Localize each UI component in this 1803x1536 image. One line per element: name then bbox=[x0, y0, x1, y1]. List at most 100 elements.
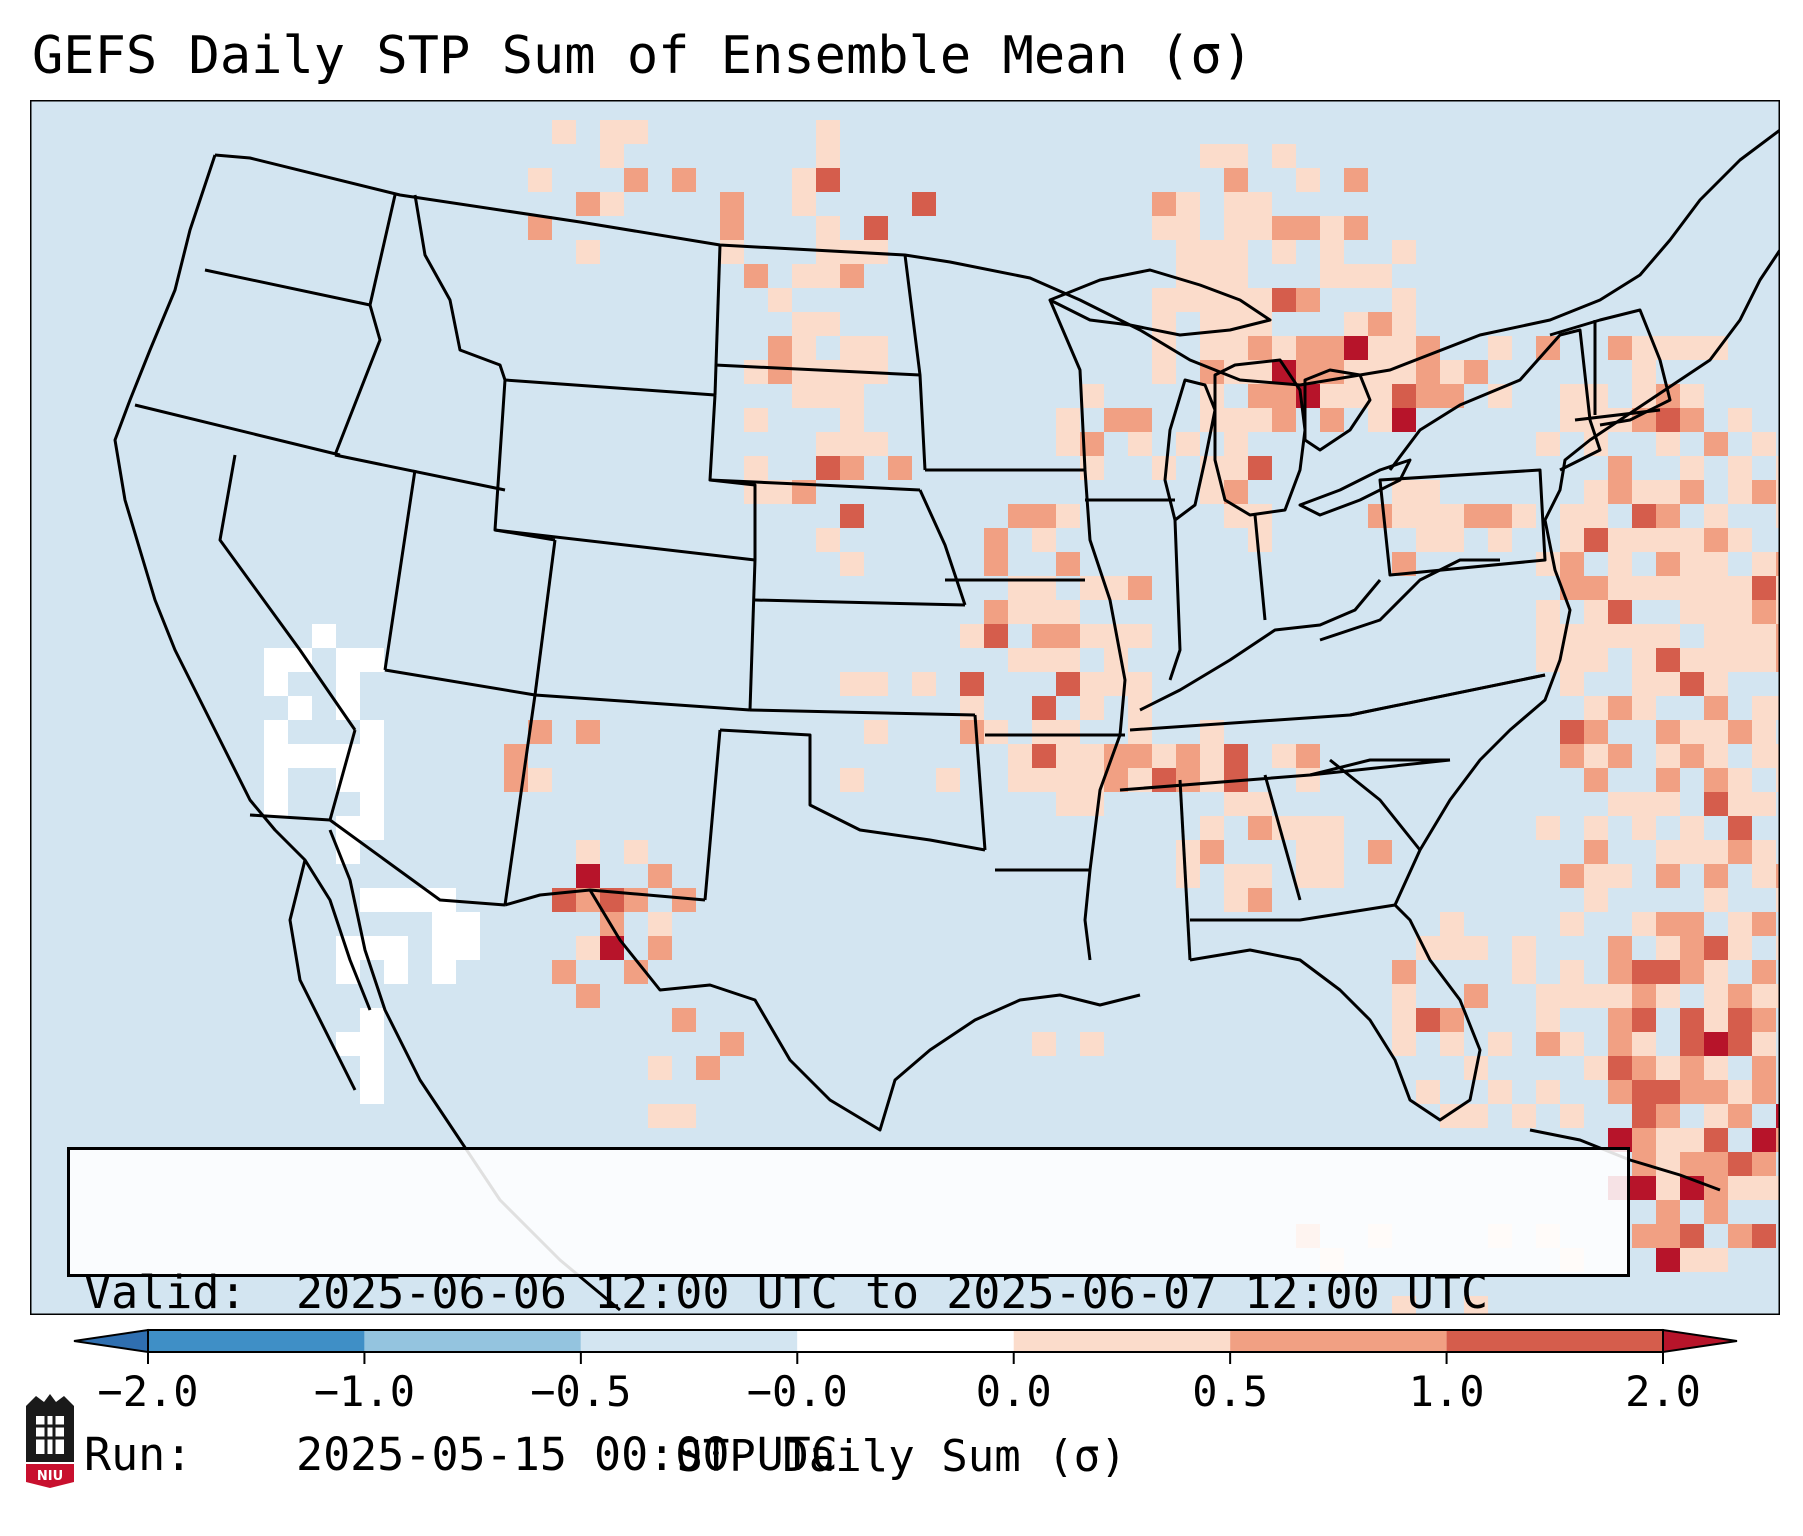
anomaly-cell bbox=[1176, 432, 1200, 456]
anomaly-cell bbox=[1656, 984, 1680, 1008]
ca-nv-border bbox=[218, 454, 357, 731]
anomaly-cell bbox=[1752, 624, 1776, 648]
chart-title: GEFS Daily STP Sum of Ensemble Mean (σ) bbox=[32, 26, 1253, 86]
anomaly-cell bbox=[624, 840, 648, 864]
anomaly-cell bbox=[1176, 240, 1200, 264]
anomaly-cell bbox=[1080, 624, 1104, 648]
anomaly-cell bbox=[1320, 864, 1344, 888]
valid-key: Valid: bbox=[84, 1266, 247, 1319]
anomaly-cell bbox=[1608, 864, 1632, 888]
anomaly-cell bbox=[1632, 672, 1656, 696]
anomaly-cell bbox=[1248, 192, 1272, 216]
anomaly-cell bbox=[720, 192, 744, 216]
anomaly-cell bbox=[744, 264, 768, 288]
florida bbox=[1189, 903, 1482, 1122]
anomaly-cell bbox=[1104, 408, 1128, 432]
anomaly-cell bbox=[624, 120, 648, 144]
anomaly-cell bbox=[1704, 1056, 1728, 1080]
anomaly-cell bbox=[528, 216, 552, 240]
colorbar-frame bbox=[147, 1329, 1664, 1353]
anomaly-cell bbox=[1272, 336, 1296, 360]
colorbar-extend-high bbox=[1662, 1328, 1738, 1354]
new-england bbox=[1549, 308, 1672, 427]
anomaly-cell bbox=[1392, 384, 1416, 408]
anomaly-cell bbox=[1704, 1104, 1728, 1128]
anomaly-cell bbox=[1056, 672, 1080, 696]
valid-value: 2025-06-06 12:00 UTC to 2025-06-07 12:00… bbox=[296, 1266, 1489, 1319]
anomaly-cell bbox=[1608, 528, 1632, 552]
anomaly-cell bbox=[1776, 888, 1780, 912]
anomaly-cell bbox=[1776, 624, 1780, 648]
anomaly-cell bbox=[1392, 408, 1416, 432]
anomaly-cell bbox=[1776, 648, 1780, 672]
anomaly-cell bbox=[1752, 1080, 1776, 1104]
anomaly-cell bbox=[336, 1032, 360, 1056]
ok-east-border bbox=[973, 714, 987, 851]
anomaly-cell bbox=[792, 192, 816, 216]
anomaly-cell bbox=[1632, 1080, 1656, 1104]
state-borders bbox=[113, 128, 1780, 1312]
anomaly-cell bbox=[1056, 624, 1080, 648]
anomaly-cell bbox=[1584, 600, 1608, 624]
anomaly-cell bbox=[744, 456, 768, 480]
anomaly-cell bbox=[1416, 480, 1440, 504]
anomaly-cell bbox=[840, 432, 864, 456]
co-south-border bbox=[534, 693, 751, 712]
anomaly-cell bbox=[1680, 1008, 1704, 1032]
anomaly-cell bbox=[1416, 504, 1440, 528]
anomaly-cell bbox=[1488, 336, 1512, 360]
anomaly-cell bbox=[1608, 1080, 1632, 1104]
anomaly-cell bbox=[1032, 744, 1056, 768]
anomaly-cell bbox=[1128, 624, 1152, 648]
ny-border bbox=[1388, 328, 1602, 472]
anomaly-cell bbox=[1392, 240, 1416, 264]
anomaly-cell bbox=[1224, 480, 1248, 504]
anomaly-cell bbox=[864, 672, 888, 696]
anomaly-cell bbox=[1728, 600, 1752, 624]
anomaly-cell bbox=[816, 120, 840, 144]
anomaly-cell bbox=[1296, 864, 1320, 888]
run-row: Run: 2025-05-15 00:00 UTC bbox=[84, 1428, 1613, 1482]
anomaly-cell bbox=[1632, 1224, 1656, 1248]
anomaly-cell bbox=[1728, 1152, 1752, 1176]
colorbar-segment bbox=[364, 1330, 581, 1352]
anomaly-cell bbox=[984, 600, 1008, 624]
cuba bbox=[1529, 1128, 1721, 1192]
anomaly-cell bbox=[1704, 1080, 1728, 1104]
anomaly-cell bbox=[1752, 648, 1776, 672]
anomaly-cell bbox=[1584, 888, 1608, 912]
anomaly-cell bbox=[1656, 1128, 1680, 1152]
anomaly-cell bbox=[984, 552, 1008, 576]
anomaly-cell bbox=[1752, 1056, 1776, 1080]
anomaly-cell bbox=[1728, 1224, 1752, 1248]
anomaly-cell bbox=[1344, 264, 1368, 288]
anomaly-cell bbox=[1512, 936, 1536, 960]
anomaly-cell bbox=[1632, 1032, 1656, 1056]
anomaly-cell bbox=[336, 648, 360, 672]
anomaly-cell bbox=[1632, 1104, 1656, 1128]
anomaly-cell bbox=[792, 384, 816, 408]
niu-logo: NIU bbox=[26, 1394, 74, 1488]
anomaly-cell bbox=[1176, 216, 1200, 240]
anomaly-cell bbox=[1008, 768, 1032, 792]
anomaly-cell bbox=[1704, 504, 1728, 528]
anomaly-cell bbox=[1776, 936, 1780, 960]
anomaly-cell bbox=[1776, 744, 1780, 768]
anomaly-cell bbox=[1416, 360, 1440, 384]
anomaly-cell bbox=[1200, 816, 1224, 840]
anomaly-cell bbox=[1704, 432, 1728, 456]
anomaly-cell bbox=[1320, 408, 1344, 432]
anomaly-cell bbox=[360, 792, 384, 816]
anomaly-cell bbox=[864, 336, 888, 360]
anomaly-cell bbox=[1560, 384, 1584, 408]
colorbar-tick-label: 0.5 bbox=[1192, 1367, 1269, 1416]
anomaly-cell bbox=[1536, 1032, 1560, 1056]
anomaly-cell bbox=[1272, 288, 1296, 312]
anomaly-cell bbox=[1728, 768, 1752, 792]
anomaly-cell bbox=[1008, 600, 1032, 624]
anomaly-cell bbox=[1632, 480, 1656, 504]
run-value: 2025-05-15 00:00 UTC bbox=[296, 1428, 838, 1481]
anomaly-cell bbox=[1752, 744, 1776, 768]
anomaly-cell bbox=[1776, 480, 1780, 504]
anomaly-cell bbox=[1272, 408, 1296, 432]
